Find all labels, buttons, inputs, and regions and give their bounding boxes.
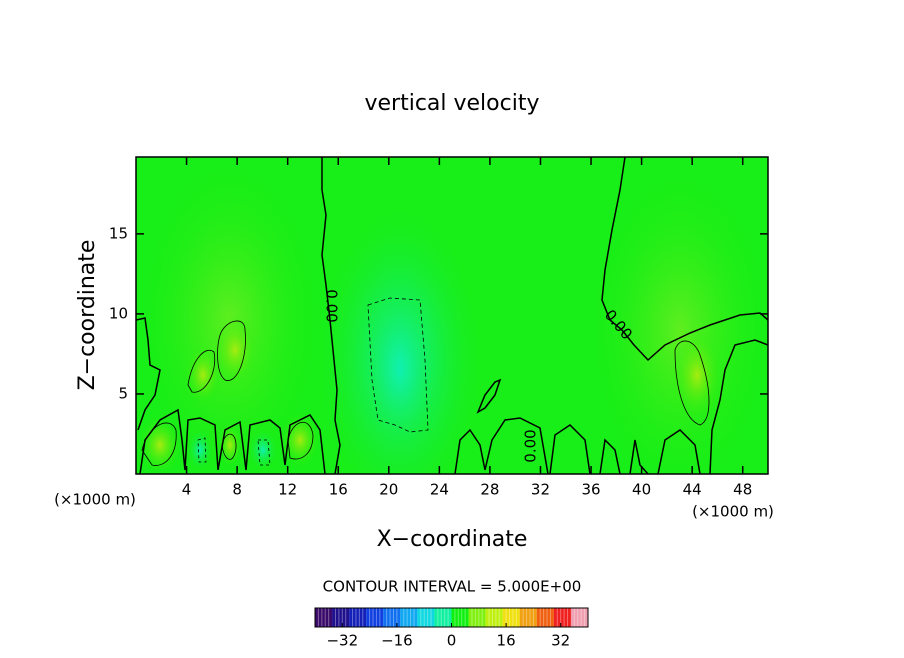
- colorbar-cell: [519, 608, 537, 627]
- colorbar-cell: [366, 608, 384, 627]
- colorbar-cell: [502, 608, 520, 627]
- x-tick-label: 28: [480, 481, 499, 499]
- colorbar-cell: [451, 608, 469, 627]
- y-tick-label: 5: [118, 384, 128, 402]
- contour-label: 0.00: [323, 289, 341, 322]
- colorbar-cell: [468, 608, 486, 627]
- colorbar-tick-label: 16: [497, 632, 516, 650]
- colorbar-cell: [349, 608, 367, 627]
- colorbar-cell: [536, 608, 554, 627]
- x-tick-label: 8: [232, 481, 242, 499]
- colorbar-cell: [332, 608, 350, 627]
- x-tick-label: 36: [581, 481, 600, 499]
- colorbar-cell: [383, 608, 401, 627]
- colorbar-tick-label: 32: [551, 632, 570, 650]
- colorbar-tick-label: −16: [381, 632, 413, 650]
- x-tick-label: 24: [430, 481, 449, 499]
- colorbar-cell: [400, 608, 418, 627]
- y-tick-label: 15: [109, 224, 128, 242]
- x-tick-label: 4: [182, 481, 192, 499]
- x-unit-label: (×1000 m): [692, 503, 774, 521]
- contour-interval: CONTOUR INTERVAL = 5.000E+00: [323, 578, 582, 596]
- x-tick-label: 40: [632, 481, 651, 499]
- x-tick-label: 16: [329, 481, 348, 499]
- colorbar-cell: [553, 608, 571, 627]
- colorbar-cell: [315, 608, 333, 627]
- plot-frame: [135, 156, 769, 475]
- x-unit-label: (×1000 m): [54, 491, 136, 509]
- x-tick-label: 48: [733, 481, 752, 499]
- y-axis-label: Z−coordinate: [75, 240, 100, 391]
- x-tick-label: 12: [278, 481, 297, 499]
- y-tick-label: 10: [109, 304, 128, 322]
- x-axis-label: X−coordinate: [377, 527, 528, 552]
- colorbar-cell: [485, 608, 503, 627]
- colorbar-cell: [434, 608, 452, 627]
- colorbar-cell: [417, 608, 435, 627]
- x-tick-label: 20: [379, 481, 398, 499]
- chart-title: vertical velocity: [364, 91, 539, 116]
- x-tick-label: 32: [531, 481, 550, 499]
- field: [136, 157, 768, 474]
- x-tick-label: 44: [683, 481, 702, 499]
- colorbar-tick-label: 0: [447, 632, 457, 650]
- colorbar-tick-label: −32: [326, 632, 358, 650]
- contour-label: 0.00: [522, 429, 540, 462]
- colorbar-cell: [570, 608, 588, 627]
